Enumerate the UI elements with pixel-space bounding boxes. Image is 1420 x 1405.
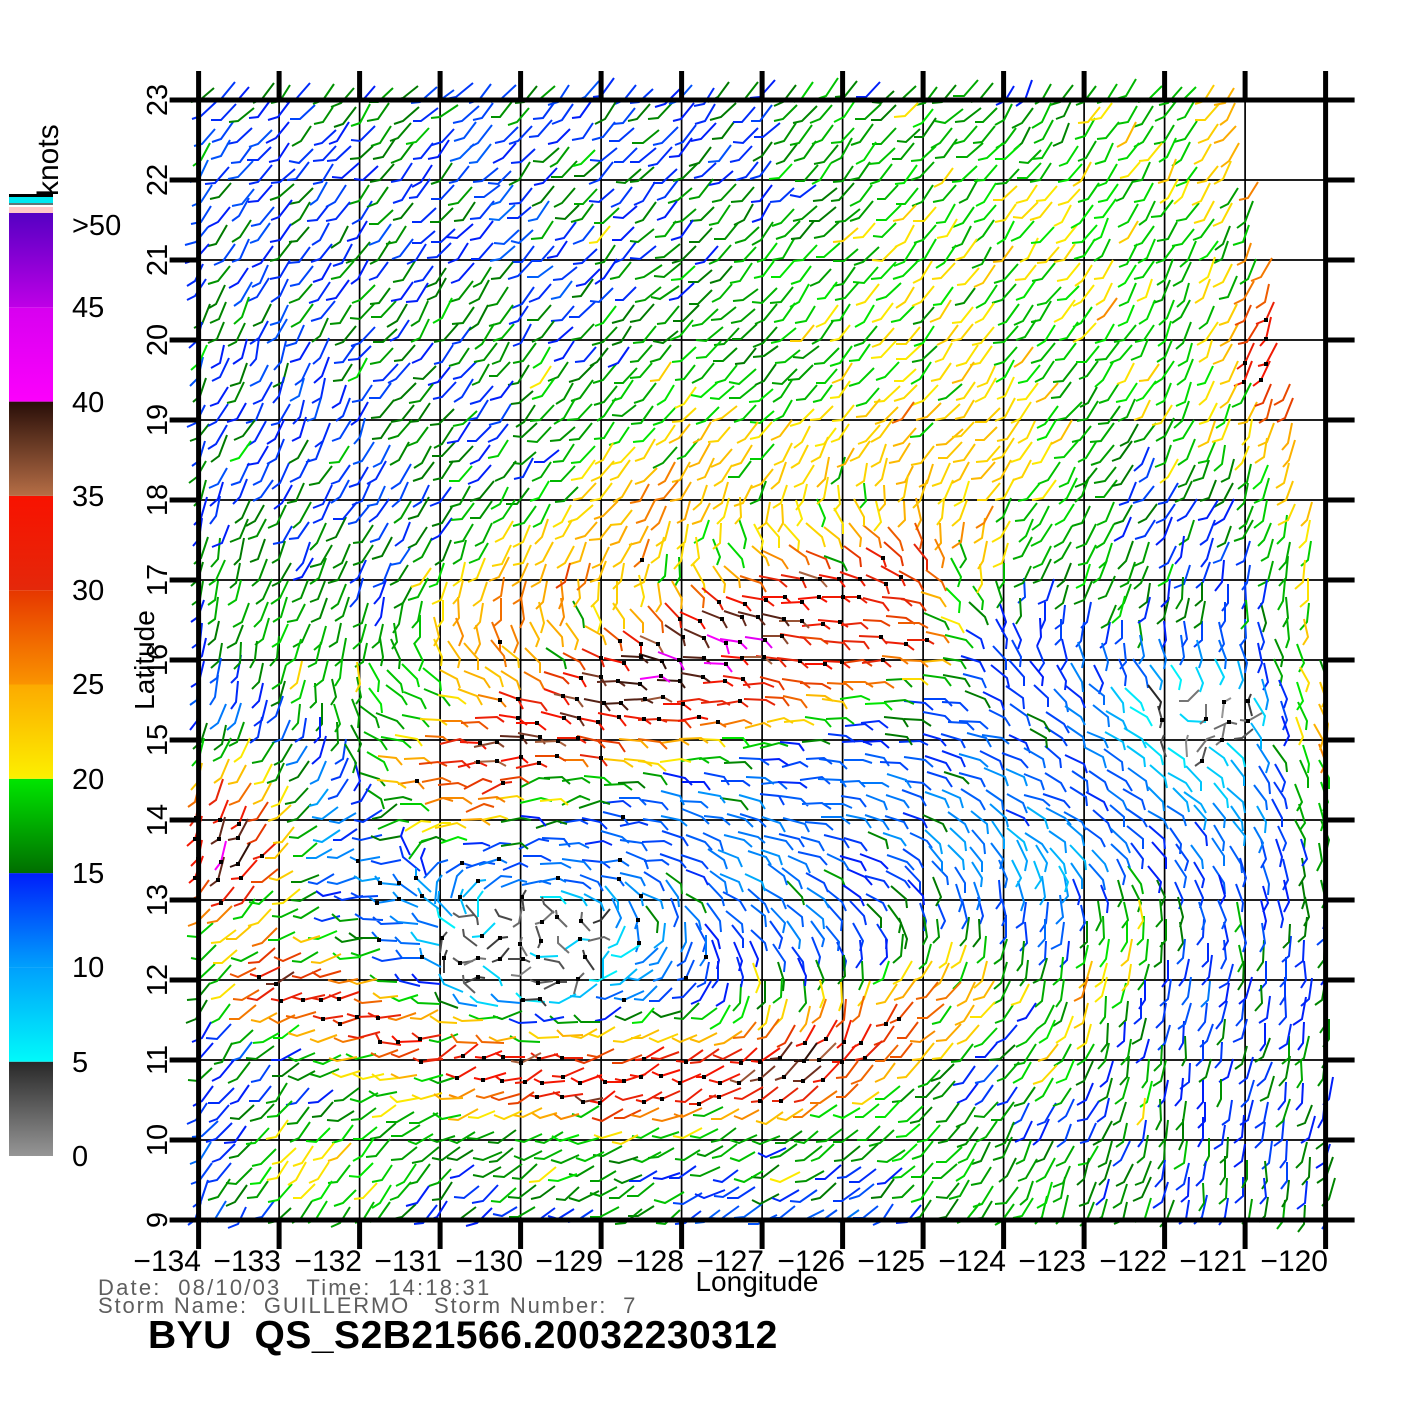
- svg-text:−132: −132: [294, 1245, 362, 1278]
- svg-text:35: 35: [72, 481, 104, 513]
- svg-text:−133: −133: [213, 1245, 281, 1278]
- svg-text:Date: 08/10/03 Time: 14:18: Date: 08/10/03 Time: 14:18:31: [98, 1275, 491, 1300]
- svg-text:>50: >50: [72, 210, 121, 242]
- svg-text:11: 11: [142, 1045, 174, 1075]
- svg-text:40: 40: [72, 387, 104, 419]
- svg-text:−124: −124: [938, 1245, 1006, 1278]
- svg-text:−129: −129: [535, 1245, 603, 1278]
- svg-text:22: 22: [142, 164, 174, 196]
- svg-text:knots: knots: [32, 124, 65, 196]
- svg-text:12: 12: [142, 964, 174, 996]
- svg-text:17: 17: [142, 564, 174, 596]
- svg-text:18: 18: [142, 484, 174, 516]
- svg-text:20: 20: [142, 324, 174, 356]
- svg-text:−126: −126: [777, 1245, 845, 1278]
- svg-text:13: 13: [142, 884, 174, 916]
- svg-text:−120: −120: [1260, 1245, 1328, 1278]
- svg-text:0: 0: [72, 1141, 88, 1173]
- svg-text:14: 14: [142, 804, 174, 836]
- svg-text:Longitude: Longitude: [695, 1266, 818, 1297]
- svg-text:−123: −123: [1018, 1245, 1086, 1278]
- svg-text:−130: −130: [455, 1245, 523, 1278]
- svg-text:19: 19: [142, 404, 174, 436]
- svg-text:−125: −125: [857, 1245, 925, 1278]
- svg-text:10: 10: [142, 1124, 174, 1156]
- svg-text:23: 23: [142, 84, 174, 116]
- svg-text:Latitude: Latitude: [129, 610, 160, 710]
- svg-text:Storm Name: GUILLERMO Storm: Storm Name: GUILLERMO Storm Number: 7: [98, 1293, 637, 1318]
- svg-text:10: 10: [72, 952, 104, 984]
- svg-text:−122: −122: [1099, 1245, 1167, 1278]
- svg-text:−121: −121: [1179, 1245, 1247, 1278]
- svg-text:−128: −128: [616, 1245, 684, 1278]
- svg-text:15: 15: [142, 724, 174, 756]
- svg-text:45: 45: [72, 292, 104, 324]
- svg-text:20: 20: [72, 764, 104, 796]
- svg-text:25: 25: [72, 669, 104, 701]
- svg-text:BYU QS_S2B21566.20032230312: BYU QS_S2B21566.20032230312: [148, 1314, 778, 1357]
- svg-text:−134: −134: [133, 1245, 201, 1278]
- svg-text:−127: −127: [696, 1245, 764, 1278]
- svg-text:−131: −131: [374, 1245, 442, 1278]
- svg-text:9: 9: [142, 1212, 174, 1228]
- svg-text:21: 21: [142, 244, 174, 276]
- svg-text:30: 30: [72, 575, 104, 607]
- svg-text:15: 15: [72, 858, 104, 890]
- svg-text:16: 16: [142, 644, 174, 676]
- svg-text:5: 5: [72, 1047, 88, 1079]
